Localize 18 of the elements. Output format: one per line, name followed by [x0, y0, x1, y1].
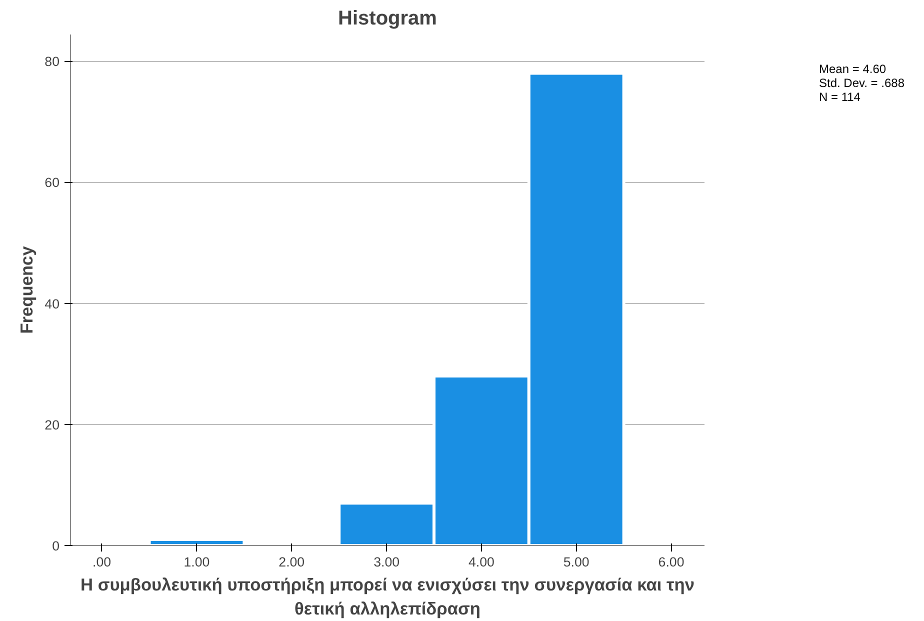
y-tick-label: 80 — [44, 54, 60, 70]
y-axis-title: Frequency — [16, 246, 37, 334]
x-tick-label: 4.00 — [468, 554, 494, 570]
x-tick-label: 3.00 — [374, 554, 400, 570]
text: N = 114 — [819, 90, 862, 104]
x-tick-label: 2.00 — [278, 554, 305, 570]
text: Mean = 4.60 — [819, 62, 888, 76]
chart-title: Histogram — [338, 8, 437, 30]
y-tick-label: 20 — [44, 417, 60, 432]
text: Std. Dev. = .688 — [819, 76, 904, 90]
x-tick-label: 6.00 — [658, 554, 684, 570]
x-tick-label: 5.00 — [563, 554, 590, 570]
x-tick-label: 1.00 — [184, 554, 210, 570]
x-tick-label: .00 — [92, 554, 112, 570]
y-tick-label: 60 — [44, 175, 60, 190]
y-tick-label: 40 — [44, 296, 60, 312]
y-tick-label: 0 — [52, 538, 60, 554]
x-axis-title: Η συμβουλευτική υποστήριξη μπορεί να ενισχύσει την συνεργασία και την θετική αλληλεπίδραση — [80, 574, 694, 618]
